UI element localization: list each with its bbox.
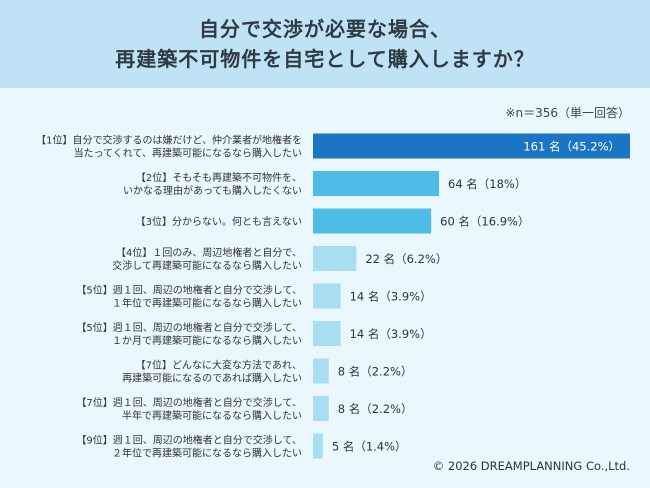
value-label-1: 161 名（45.2%） bbox=[523, 140, 620, 154]
category-label-3: 【3位】分からない。何とも言えない bbox=[136, 215, 302, 228]
bar-4 bbox=[313, 246, 357, 271]
bar-2 bbox=[313, 171, 440, 196]
bar-5 bbox=[313, 283, 341, 309]
value-label-5: 14 名（3.9%） bbox=[350, 290, 432, 304]
chart-title-line-2: 再建築不可物件を自宅として購入しますか？ bbox=[115, 47, 535, 71]
category-label-4: 【4位】１回のみ、周辺地権者と自分で、交渉して再建築可能になるなら購入したい bbox=[112, 246, 302, 272]
value-label-8: 8 名（2.2%） bbox=[338, 402, 413, 416]
value-label-6: 14 名（3.9%） bbox=[350, 327, 432, 341]
bar-8 bbox=[313, 396, 329, 421]
category-label-9: 【9位】週１回、周辺の地権者と自分で交渉して、２年位で再建築可能になるなら購入し… bbox=[76, 434, 302, 460]
copyright-text: © 2026 DREAMPLANNING Co.,Ltd. bbox=[432, 459, 630, 473]
value-label-9: 5 名（1.4%） bbox=[332, 440, 407, 454]
value-label-4: 22 名（6.2%） bbox=[365, 252, 447, 266]
bar-6 bbox=[313, 321, 341, 346]
category-label-7: 【7位】どんなに大変な方法であれ、再建築可能になるのであれば購入したい bbox=[122, 359, 302, 385]
category-label-1: 【1位】自分で交渉するのは嫌だけど、仲介業者が地権者を当たってくれて、再建築可能… bbox=[36, 134, 302, 160]
category-label-6: 【5位】週１回、周辺の地権者と自分で交渉して、１か月で再建築可能になるなら購入し… bbox=[76, 321, 302, 347]
sample-size-note: ※n＝356（単一回答） bbox=[505, 106, 630, 120]
category-label-5: 【5位】週１回、周辺の地権者と自分で交渉して、１年位で再建築可能になるなら購入し… bbox=[76, 284, 302, 310]
value-label-3: 60 名（16.9%） bbox=[440, 215, 529, 229]
chart-header: 自分で交渉が必要な場合、 再建築不可物件を自宅として購入しますか？ bbox=[0, 0, 650, 88]
category-label-8: 【7位】週１回、周辺の地権者と自分で交渉して、半年で再建築可能になるなら購入した… bbox=[76, 396, 302, 422]
category-label-2: 【2位】そもそも再建築不可物件を、いかなる理由があっても購入したくない bbox=[123, 171, 302, 197]
chart-title-line-1: 自分で交渉が必要な場合、 bbox=[199, 17, 451, 41]
bar-1 bbox=[313, 133, 630, 159]
value-label-2: 64 名（18%） bbox=[448, 177, 526, 191]
bar-7 bbox=[313, 358, 329, 384]
value-label-7: 8 名（2.2%） bbox=[338, 365, 413, 379]
bar-3 bbox=[313, 208, 432, 234]
bar-9 bbox=[313, 433, 323, 459]
